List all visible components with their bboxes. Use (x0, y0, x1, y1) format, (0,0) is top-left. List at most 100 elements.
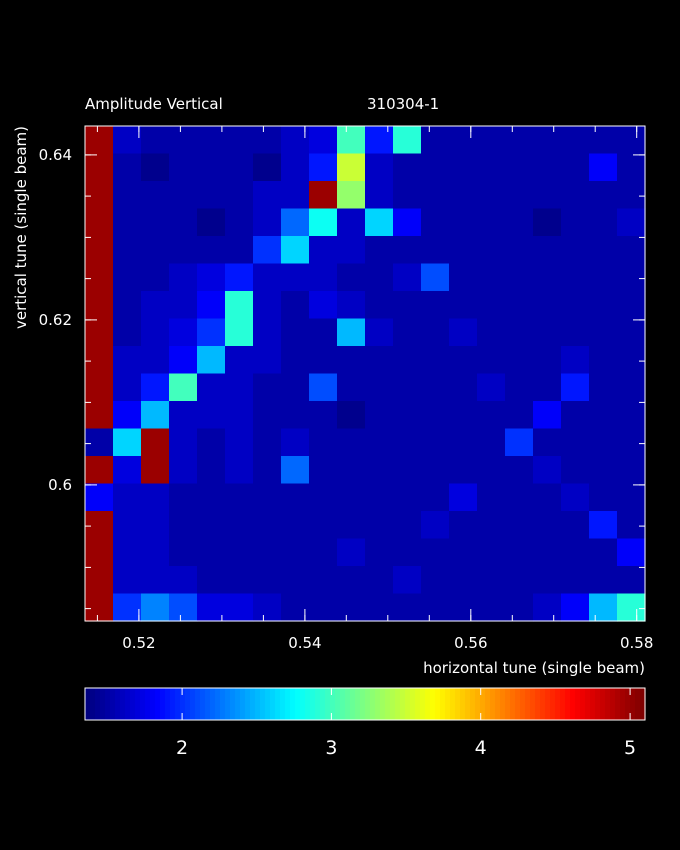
heatmap-cell (309, 456, 338, 485)
colorbar-segment (195, 688, 201, 720)
heatmap-cell (113, 401, 142, 430)
heatmap-cell (589, 208, 618, 237)
heatmap-cell (225, 428, 254, 457)
heatmap-cell (449, 483, 478, 512)
heatmap-cell (505, 291, 534, 320)
heatmap-cell (505, 373, 534, 402)
heatmap-cell (309, 593, 338, 622)
heatmap-cell (309, 318, 338, 347)
colorbar-segment (330, 688, 336, 720)
heatmap-cell (589, 566, 618, 595)
heatmap-cell (449, 208, 478, 237)
heatmap-cell (141, 181, 170, 210)
heatmap-cell (253, 153, 282, 182)
heatmap-cell (393, 263, 422, 292)
heatmap-cell (309, 291, 338, 320)
colorbar-segment (360, 688, 366, 720)
heatmap-cell (113, 181, 142, 210)
heatmap-cell (141, 318, 170, 347)
heatmap-cell (309, 401, 338, 430)
colorbar-tick-label: 2 (176, 737, 188, 759)
heatmap-cell (421, 181, 450, 210)
colorbar-segment (175, 688, 181, 720)
heatmap-cell (225, 566, 254, 595)
heatmap-cell (281, 483, 310, 512)
heatmap-cell (449, 263, 478, 292)
heatmap-cell (393, 181, 422, 210)
heatmap-cell (421, 483, 450, 512)
heatmap-cell (477, 373, 506, 402)
heatmap-cell (113, 291, 142, 320)
heatmap-cell (197, 483, 226, 512)
heatmap-cell (337, 428, 366, 457)
colorbar-segment (390, 688, 396, 720)
heatmap-cell (309, 126, 338, 155)
colorbar-segment (105, 688, 111, 720)
heatmap-cell (477, 291, 506, 320)
colorbar-segment (615, 688, 621, 720)
heatmap-cell (169, 483, 198, 512)
colorbar-segment (100, 688, 106, 720)
heatmap-cell (561, 428, 590, 457)
x-tick-label: 0.56 (454, 634, 487, 652)
colorbar-segment (230, 688, 236, 720)
heatmap-cell (421, 126, 450, 155)
heatmap-cell (449, 428, 478, 457)
heatmap-cell (617, 538, 646, 567)
heatmap-cell (533, 126, 562, 155)
heatmap-cell (225, 181, 254, 210)
heatmap-cell (449, 126, 478, 155)
heatmap-cell (337, 263, 366, 292)
heatmap-cell (141, 291, 170, 320)
heatmap-cell (169, 428, 198, 457)
colorbar-segment (285, 688, 291, 720)
heatmap-cell (533, 318, 562, 347)
heatmap-cell (421, 511, 450, 540)
heatmap-cell (589, 263, 618, 292)
heatmap-cell (141, 401, 170, 430)
heatmap-cell (617, 346, 646, 375)
heatmap-cell (589, 428, 618, 457)
heatmap-cell (421, 538, 450, 567)
heatmap-cell (533, 291, 562, 320)
heatmap-cell (505, 538, 534, 567)
heatmap-cell (393, 236, 422, 265)
heatmap-cell (169, 126, 198, 155)
heatmap-cell (197, 428, 226, 457)
heatmap-cell (197, 263, 226, 292)
heatmap-cell (169, 181, 198, 210)
heatmap-cell (281, 236, 310, 265)
colorbar-tick-label: 3 (325, 737, 337, 759)
colorbar-frame (84, 687, 646, 721)
heatmap-cell (281, 208, 310, 237)
heatmap-cell (617, 566, 646, 595)
heatmap-cell (449, 566, 478, 595)
colorbar-segment (190, 688, 196, 720)
heatmap-cell (253, 236, 282, 265)
heatmap-cell (421, 373, 450, 402)
heatmap-cell (337, 153, 366, 182)
heatmap-cell (169, 593, 198, 622)
colorbar-segment (420, 688, 426, 720)
colorbar-segment (485, 688, 491, 720)
heatmap-cell (561, 126, 590, 155)
colorbar-segment (495, 688, 501, 720)
colorbar-ticks: 2 3 4 5 (176, 688, 636, 759)
heatmap-cell (281, 428, 310, 457)
heatmap-cell (505, 593, 534, 622)
heatmap-cell (309, 511, 338, 540)
heatmap-cell (533, 401, 562, 430)
heatmap-cell (281, 456, 310, 485)
heatmap-cell (561, 456, 590, 485)
heatmap-cell (617, 511, 646, 540)
colorbar-segment (140, 688, 146, 720)
colorbar-segment (600, 688, 606, 720)
heatmap-cell (449, 346, 478, 375)
heatmap-cell (253, 181, 282, 210)
colorbar-segment (335, 688, 341, 720)
heatmap-cell (589, 511, 618, 540)
heatmap-cell (365, 236, 394, 265)
heatmap-cell (533, 208, 562, 237)
